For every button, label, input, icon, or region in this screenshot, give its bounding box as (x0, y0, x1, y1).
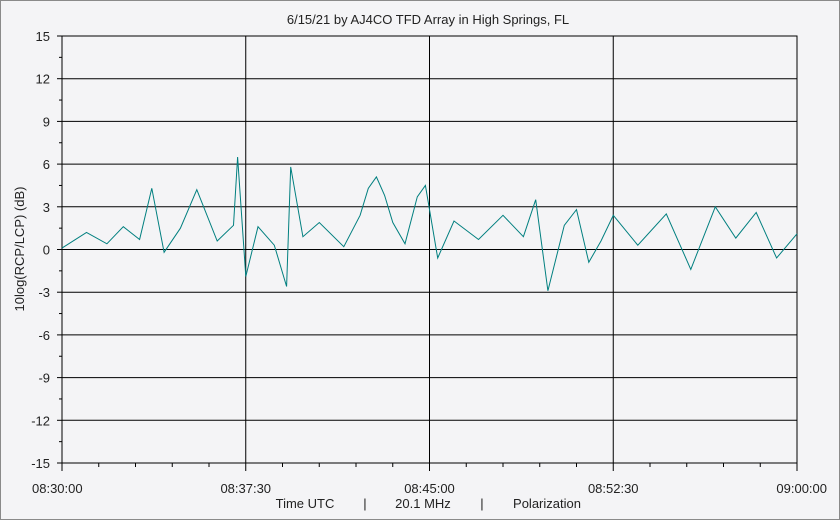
x-tick-labels: 08:30:00 08:37:30 08:45:00 08:52:30 09:00:00 (32, 481, 827, 496)
y-tick-label: 15 (36, 29, 50, 44)
x-tick-label: 08:52:30 (588, 481, 639, 496)
y-tick-labels: 15 12 9 6 3 0 -3 -6 -9 -12 -15 (31, 29, 50, 471)
footer-separator-1: | (363, 496, 366, 511)
x-tick-label: 08:45:00 (404, 481, 455, 496)
mode-label: Polarization (513, 496, 581, 511)
x-tick-label: 08:37:30 (220, 481, 271, 496)
axis-ticks (57, 35, 798, 471)
x-tick-label: 08:30:00 (32, 481, 83, 496)
grid-lines (62, 36, 797, 463)
y-tick-label: -9 (38, 371, 50, 386)
y-tick-label: -6 (38, 328, 50, 343)
y-tick-label: 6 (43, 157, 50, 172)
y-tick-label: 0 (43, 243, 50, 258)
y-tick-label: -12 (31, 413, 50, 428)
y-tick-label: 9 (43, 114, 50, 129)
y-tick-label: -3 (38, 285, 50, 300)
y-axis-label: 10log(RCP/LCP) (dB) (12, 187, 27, 312)
x-axis-label: Time UTC (276, 496, 335, 511)
y-tick-label: -15 (31, 456, 50, 471)
frequency-label: 20.1 MHz (395, 496, 451, 511)
chart-title: 6/15/21 by AJ4CO TFD Array in High Sprin… (287, 12, 569, 27)
y-tick-label: 12 (36, 72, 50, 87)
x-tick-label: 09:00:00 (776, 481, 827, 496)
polarization-series-line (61, 156, 798, 291)
footer-separator-2: | (480, 496, 483, 511)
y-tick-label: 3 (43, 200, 50, 215)
